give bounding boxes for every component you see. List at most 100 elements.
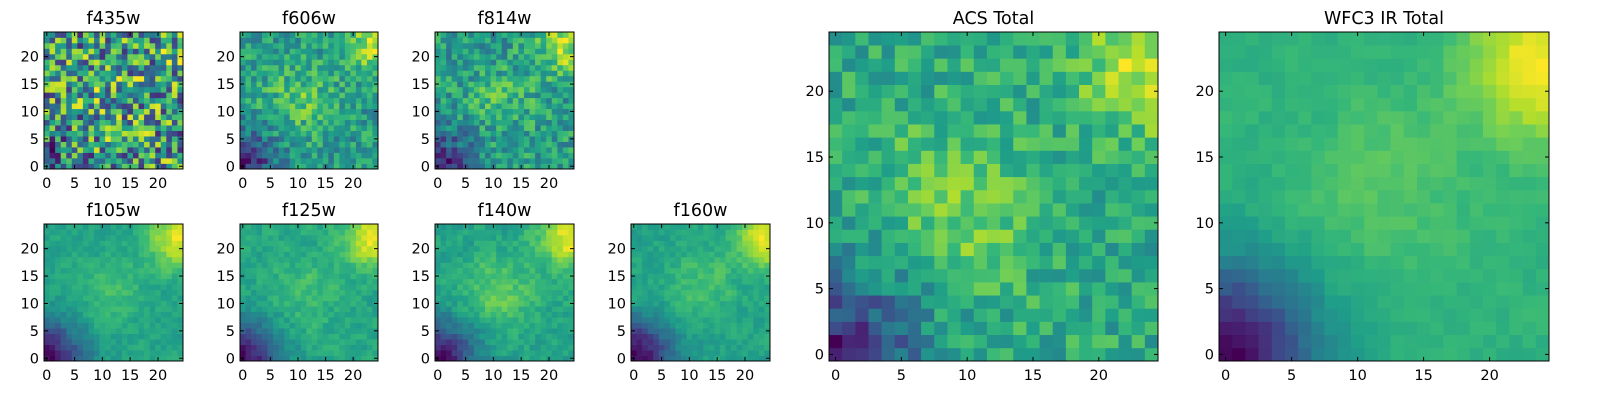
heatmap-cell bbox=[653, 273, 660, 280]
heatmap-cell bbox=[490, 267, 497, 274]
heatmap-cell bbox=[440, 97, 447, 104]
heatmap-cell bbox=[132, 141, 139, 148]
heatmap-cell bbox=[267, 64, 274, 71]
heatmap-cell bbox=[166, 273, 173, 280]
heatmap-cell bbox=[742, 284, 749, 291]
heatmap-cell bbox=[289, 53, 296, 60]
heatmap-cell bbox=[344, 86, 351, 93]
heatmap-cell bbox=[1144, 216, 1159, 230]
heatmap-cell bbox=[344, 119, 351, 126]
heatmap-cell bbox=[636, 322, 643, 329]
heatmap-cell bbox=[529, 224, 536, 230]
heatmap-cell bbox=[88, 284, 95, 291]
heatmap-cell bbox=[55, 103, 62, 110]
heatmap-cell bbox=[116, 81, 123, 88]
heatmap-cell bbox=[894, 268, 909, 283]
heatmap-cell bbox=[88, 81, 95, 88]
heatmap-cell bbox=[440, 147, 447, 153]
heatmap-cell bbox=[462, 119, 469, 126]
heatmap-cell bbox=[138, 130, 145, 137]
heatmap-cell bbox=[658, 251, 665, 258]
heatmap-cell bbox=[468, 48, 475, 55]
heatmap-cell bbox=[88, 97, 95, 104]
heatmap-cell bbox=[339, 32, 346, 38]
heatmap-cell bbox=[366, 53, 373, 60]
heatmap-cell bbox=[88, 300, 95, 307]
heatmap-cell bbox=[344, 114, 351, 121]
heatmap-cell bbox=[708, 251, 715, 258]
heatmap-cell bbox=[267, 53, 274, 60]
heatmap-cell bbox=[278, 240, 285, 247]
heatmap-cell bbox=[328, 158, 335, 164]
heatmap-cell bbox=[868, 176, 882, 191]
heatmap-cell bbox=[88, 158, 95, 164]
heatmap-cell bbox=[177, 141, 184, 148]
y-tick-label: 0 bbox=[226, 351, 235, 367]
heatmap-cell bbox=[60, 289, 67, 296]
heatmap-cell bbox=[557, 333, 564, 340]
heatmap-cell bbox=[451, 147, 458, 153]
heatmap-cell bbox=[708, 322, 715, 329]
heatmap-cell bbox=[692, 273, 699, 280]
heatmap-cell bbox=[529, 234, 536, 241]
heatmap-cell bbox=[501, 251, 508, 258]
heatmap-cell bbox=[747, 240, 754, 247]
heatmap-cell bbox=[94, 295, 100, 302]
heatmap-cell bbox=[725, 278, 732, 285]
heatmap-cell bbox=[306, 240, 313, 247]
heatmap-cell bbox=[289, 311, 296, 318]
heatmap-cell bbox=[692, 311, 699, 318]
heatmap-cell bbox=[328, 333, 335, 340]
heatmap-cell bbox=[121, 125, 128, 131]
heatmap-cell bbox=[562, 147, 569, 153]
heatmap-cell bbox=[562, 355, 569, 362]
heatmap-cell bbox=[496, 158, 503, 164]
heatmap-cell bbox=[523, 245, 530, 252]
heatmap-cell bbox=[295, 136, 302, 142]
heatmap-cell bbox=[60, 267, 67, 274]
heatmap-cell bbox=[686, 245, 693, 252]
heatmap-cell bbox=[149, 75, 156, 82]
heatmap-cell bbox=[245, 262, 252, 269]
heatmap-cell bbox=[245, 300, 252, 307]
heatmap-cell bbox=[256, 163, 263, 170]
heatmap-cell bbox=[664, 317, 671, 323]
heatmap-cell bbox=[540, 295, 547, 302]
heatmap-cell bbox=[155, 158, 162, 164]
heatmap-cell bbox=[71, 64, 78, 71]
heatmap-cell bbox=[568, 284, 575, 291]
heatmap-cell bbox=[642, 311, 649, 318]
heatmap-cell bbox=[540, 59, 547, 66]
heatmap-cell bbox=[535, 251, 541, 258]
heatmap-cell bbox=[753, 333, 760, 340]
heatmap-cell bbox=[479, 136, 486, 142]
heatmap-cell bbox=[311, 75, 318, 82]
heatmap-cell bbox=[105, 295, 112, 302]
heatmap-cell bbox=[512, 53, 519, 60]
heatmap-cell bbox=[355, 311, 362, 318]
heatmap-cell bbox=[94, 163, 100, 170]
heatmap-cell bbox=[642, 224, 649, 230]
heatmap-cell bbox=[311, 97, 318, 104]
heatmap-cell bbox=[155, 81, 162, 88]
heatmap-cell bbox=[435, 240, 441, 247]
heatmap-cell bbox=[317, 136, 324, 142]
heatmap-cell bbox=[562, 163, 569, 170]
heatmap-cell bbox=[490, 86, 497, 93]
heatmap-cell bbox=[262, 262, 268, 269]
heatmap-cell bbox=[719, 295, 726, 302]
heatmap-cell bbox=[512, 64, 519, 71]
heatmap-cell bbox=[262, 125, 268, 131]
heatmap-cell bbox=[82, 224, 89, 230]
heatmap-cell bbox=[333, 64, 340, 71]
x-tick-label: 20 bbox=[736, 368, 754, 384]
heatmap-cell bbox=[1092, 189, 1106, 204]
heatmap-cell bbox=[71, 70, 78, 77]
heatmap-cell bbox=[132, 289, 139, 296]
heatmap-cell bbox=[110, 344, 117, 351]
heatmap-cell bbox=[295, 42, 302, 49]
heatmap-cell bbox=[731, 328, 737, 334]
heatmap-cell bbox=[535, 86, 541, 93]
heatmap-cell bbox=[496, 59, 503, 66]
heatmap-cell bbox=[44, 339, 50, 345]
